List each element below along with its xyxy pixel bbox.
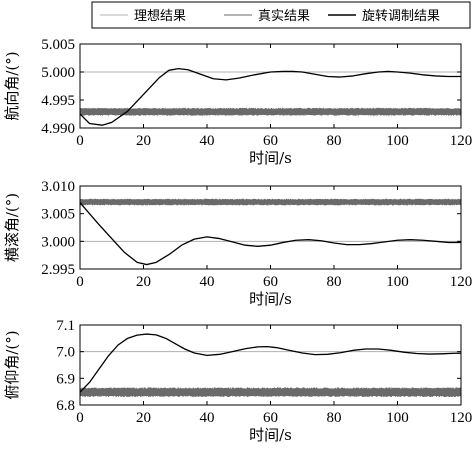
x-tick-label-roll: 0 bbox=[76, 274, 84, 290]
y-axis-label-heading: 航向角/(°) bbox=[3, 51, 21, 120]
y-axis-label-roll: 横滚角/(°) bbox=[3, 193, 21, 262]
y-tick-label-heading: 5.000 bbox=[41, 65, 75, 81]
x-tick-label-heading: 100 bbox=[386, 133, 409, 149]
y-tick-label-heading: 4.990 bbox=[41, 121, 75, 137]
x-axis-label-pitch: 时间/s bbox=[249, 426, 292, 444]
y-tick-label-roll: 3.000 bbox=[41, 234, 75, 250]
x-tick-label-roll: 60 bbox=[263, 274, 278, 290]
y-tick-label-roll: 3.010 bbox=[41, 179, 75, 195]
x-tick-label-pitch: 20 bbox=[136, 410, 151, 426]
y-tick-label-pitch: 7.0 bbox=[56, 345, 75, 361]
y-tick-label-roll: 2.995 bbox=[41, 262, 75, 278]
y-tick-label-roll: 3.005 bbox=[41, 207, 75, 223]
y-axis-label-pitch: 俯仰角/(°) bbox=[3, 330, 21, 399]
x-tick-label-pitch: 40 bbox=[200, 410, 215, 426]
x-tick-label-roll: 20 bbox=[136, 274, 151, 290]
y-tick-label-pitch: 6.8 bbox=[56, 398, 75, 414]
x-tick-label-pitch: 60 bbox=[263, 410, 278, 426]
real-noise-band-heading bbox=[80, 107, 461, 116]
real-noise-band-pitch bbox=[80, 387, 461, 398]
chart-pitch: 0 20 40 60 80 100 120 6.8 6.9 7.0 7.1 时间/s 俯仰角/(°) bbox=[3, 318, 472, 444]
legend: 理想结果 真实结果 旋转调制结果 bbox=[91, 1, 471, 29]
real-noise-band-roll bbox=[80, 198, 461, 206]
chart-heading: 0 20 40 60 80 100 120 4.990 4.995 5.000 5.005 时间/s 航… bbox=[3, 37, 472, 167]
y-tick-label-heading: 5.005 bbox=[41, 37, 75, 53]
x-axis-label-roll: 时间/s bbox=[249, 290, 292, 308]
x-tick-label-roll: 100 bbox=[386, 274, 409, 290]
y-tick-label-pitch: 6.9 bbox=[56, 371, 75, 387]
legend-label-ideal: 理想结果 bbox=[134, 8, 186, 24]
chart-roll: 0 20 40 60 80 100 120 2.995 3.000 3.005 3.010 时间/s 横… bbox=[3, 179, 472, 308]
x-tick-label-pitch: 120 bbox=[450, 410, 473, 426]
x-tick-label-pitch: 100 bbox=[386, 410, 409, 426]
plot-area-pitch bbox=[80, 333, 461, 398]
x-tick-label-roll: 40 bbox=[200, 274, 215, 290]
rotation-line-roll bbox=[80, 202, 461, 266]
x-tick-label-pitch: 80 bbox=[327, 410, 342, 426]
plot-area-roll bbox=[80, 198, 461, 266]
x-tick-label-roll: 80 bbox=[327, 274, 342, 290]
x-tick-label-heading: 120 bbox=[450, 133, 473, 149]
x-tick-label-heading: 20 bbox=[136, 133, 151, 149]
x-tick-label-heading: 0 bbox=[76, 133, 84, 149]
x-tick-label-roll: 120 bbox=[450, 274, 473, 290]
legend-label-rotation: 旋转调制结果 bbox=[362, 9, 440, 24]
x-tick-label-heading: 60 bbox=[263, 133, 278, 149]
y-tick-label-heading: 4.995 bbox=[41, 93, 75, 109]
y-tick-label-pitch: 7.1 bbox=[56, 318, 75, 334]
rotation-line-pitch bbox=[80, 333, 461, 393]
plot-frame-roll bbox=[79, 185, 462, 270]
x-tick-label-heading: 40 bbox=[200, 133, 215, 149]
legend-label-real: 真实结果 bbox=[258, 9, 310, 24]
legend-box bbox=[91, 1, 471, 29]
plot-area-heading bbox=[80, 67, 461, 126]
x-axis-label-heading: 时间/s bbox=[249, 149, 292, 167]
x-tick-label-pitch: 0 bbox=[76, 410, 84, 426]
x-tick-label-heading: 80 bbox=[327, 133, 342, 149]
rotation-line-heading bbox=[80, 67, 461, 126]
